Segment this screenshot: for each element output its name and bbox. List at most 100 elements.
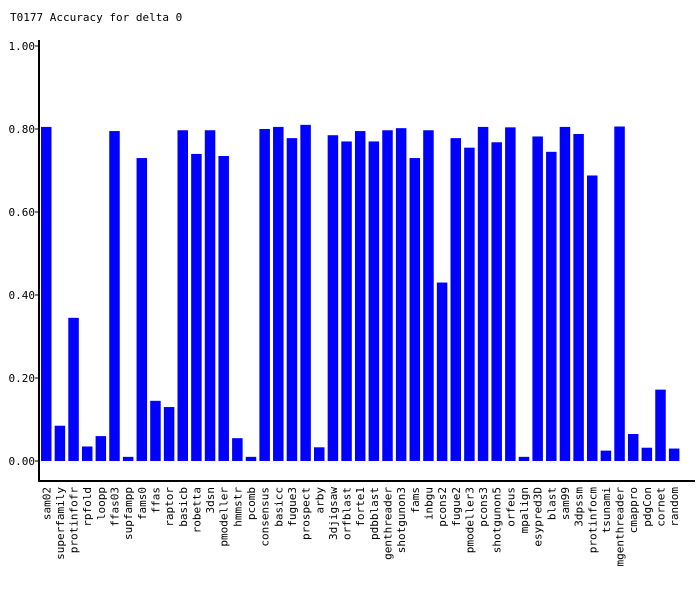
bar-raptor bbox=[163, 407, 175, 461]
x-tick-label: orfeus bbox=[504, 487, 517, 527]
bar-rpfold bbox=[81, 446, 93, 461]
x-tick-label: supfampp bbox=[122, 487, 135, 540]
bar-sam99 bbox=[559, 126, 571, 462]
x-tick-label: superfamily bbox=[54, 487, 67, 560]
bar-hmmstr bbox=[232, 438, 243, 461]
y-tick-label: 0.60 bbox=[9, 206, 36, 219]
bar-orfeus bbox=[505, 127, 516, 461]
bar-fugue2 bbox=[450, 138, 461, 461]
x-tick-label: ffas03 bbox=[109, 487, 122, 527]
bar-cornet bbox=[655, 389, 666, 461]
x-tick-label: robetta bbox=[190, 487, 203, 533]
x-tick-label: pcons3 bbox=[477, 487, 490, 527]
x-tick-label: fugue3 bbox=[286, 487, 299, 527]
x-tick-label: orfblast bbox=[341, 487, 354, 540]
chart-title: T0177 Accuracy for delta 0 bbox=[10, 11, 182, 24]
bar-shotgunon3 bbox=[395, 128, 407, 462]
x-tick-label: random bbox=[668, 487, 681, 527]
bar-basicb bbox=[177, 130, 188, 461]
x-tick-label: mpalign bbox=[518, 487, 531, 533]
bar-forte1 bbox=[354, 131, 366, 461]
x-tick-label: pmodeller3 bbox=[463, 487, 476, 553]
x-tick-label: blast bbox=[545, 487, 558, 520]
bar-pmodeller bbox=[218, 155, 229, 462]
bar-protinfocm bbox=[587, 175, 598, 462]
bar-prospect bbox=[300, 124, 311, 461]
bar-pmodeller3 bbox=[464, 147, 475, 461]
x-axis: sam02 superfamily protinfofr rpfold loopp ffa… bbox=[40, 487, 681, 567]
x-tick-label: basicb bbox=[177, 487, 190, 527]
x-tick-label: rpfold bbox=[81, 487, 94, 527]
x-tick-label: 3djigsaw bbox=[327, 487, 340, 540]
bar-pcons3 bbox=[477, 126, 489, 462]
bar-esypred3D bbox=[532, 136, 543, 461]
bar-pcomb bbox=[245, 456, 257, 461]
x-tick-label: sam99 bbox=[559, 487, 572, 520]
bar-superfamily bbox=[54, 425, 66, 461]
x-tick-label: shotgunon5 bbox=[491, 487, 504, 553]
bar-inbgu bbox=[423, 130, 434, 461]
bar-cmappro bbox=[627, 434, 639, 461]
bar-protinfofr bbox=[68, 317, 79, 461]
x-tick-label: protinfofr bbox=[68, 487, 81, 554]
x-tick-label: ffas bbox=[149, 487, 162, 514]
bar-random bbox=[668, 448, 680, 461]
x-tick-label: raptor bbox=[163, 487, 176, 527]
x-tick-label: genthreader bbox=[382, 487, 395, 560]
x-tick-label: fams0 bbox=[136, 487, 149, 520]
x-tick-label: mgenthreader bbox=[614, 487, 627, 567]
bar-genthreader bbox=[382, 130, 393, 461]
bar-pdgCon bbox=[641, 447, 653, 461]
bar-shotgunon5 bbox=[491, 142, 502, 461]
x-tick-label: pcomb bbox=[245, 487, 258, 520]
x-tick-label: pcons2 bbox=[436, 487, 449, 527]
bar-blast bbox=[546, 151, 557, 461]
x-tick-label: cornet bbox=[655, 487, 668, 527]
bar-fams0 bbox=[136, 158, 148, 462]
x-tick-label: shotgunon3 bbox=[395, 487, 408, 553]
bar-3dpssm bbox=[573, 133, 584, 462]
bar-consensus bbox=[259, 129, 270, 461]
bar-basicc bbox=[273, 126, 284, 462]
x-tick-label: tsunami bbox=[600, 487, 613, 533]
bar-3dsn bbox=[204, 130, 216, 461]
y-tick-label: 0.80 bbox=[9, 123, 36, 136]
bar-loopp bbox=[95, 436, 107, 461]
x-tick-label: fugue2 bbox=[450, 487, 463, 527]
bar-fugue3 bbox=[286, 138, 298, 461]
x-tick-label: 3dsn bbox=[204, 487, 217, 514]
x-tick-label: inbgu bbox=[422, 487, 435, 520]
y-axis: 0.00 0.20 0.40 0.60 0.80 1.00 bbox=[9, 40, 39, 468]
x-tick-label: fams bbox=[409, 487, 422, 514]
y-tick-label: 0.40 bbox=[9, 289, 36, 302]
x-tick-label: cmappro bbox=[627, 487, 640, 533]
x-tick-label: 3dpssm bbox=[573, 487, 586, 527]
x-tick-label: consensus bbox=[259, 487, 272, 547]
bar-mgenthreader bbox=[614, 126, 625, 461]
x-tick-label: hmmstr bbox=[231, 487, 244, 527]
bar-mpalign bbox=[518, 456, 530, 461]
bars bbox=[41, 124, 680, 462]
bar-sam02 bbox=[41, 126, 52, 462]
x-tick-label: esypred3D bbox=[532, 487, 545, 547]
x-tick-label: basicc bbox=[272, 487, 285, 527]
bar-fams bbox=[409, 158, 421, 462]
x-tick-label: arby bbox=[313, 487, 326, 514]
x-tick-label: pdbblast bbox=[368, 487, 381, 540]
bar-ffas03 bbox=[109, 131, 120, 461]
bar-tsunami bbox=[600, 450, 612, 462]
y-tick-label: 1.00 bbox=[9, 40, 36, 53]
x-tick-label: pmodeller bbox=[218, 487, 231, 547]
bar-arby bbox=[314, 447, 325, 461]
x-tick-label: prospect bbox=[300, 487, 313, 540]
bar-pdbblast bbox=[368, 141, 380, 461]
y-tick-label: 0.20 bbox=[9, 372, 36, 385]
x-tick-label: sam02 bbox=[40, 487, 53, 520]
bar-robetta bbox=[191, 153, 202, 461]
bar-ffas bbox=[150, 400, 161, 461]
x-tick-label: loopp bbox=[95, 487, 108, 520]
x-tick-label: forte1 bbox=[354, 487, 367, 527]
bar-orfblast bbox=[341, 141, 352, 461]
bar-pcons2 bbox=[436, 282, 448, 461]
